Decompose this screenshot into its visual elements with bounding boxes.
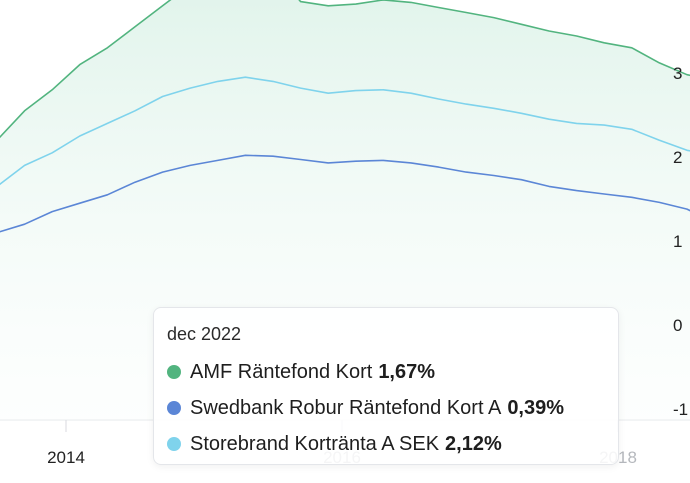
chart-tooltip: dec 2022 AMF Räntefond Kort 1,67% Swedba… [153,307,619,465]
storebrand-series-line [0,76,690,186]
swedbank-legend-dot [167,401,181,415]
tooltip-series-value: 1,67% [378,360,436,383]
swedbank-series-line [0,154,690,233]
tooltip-row-swedbank: Swedbank Robur Räntefond Kort A 0,39% [167,390,618,426]
y-tick-label: 3 [673,64,682,83]
tooltip-series-value: 0,39% [507,396,565,419]
tooltip-series-name: Swedbank Robur Räntefond Kort A [190,396,502,419]
tooltip-series-value: 2,12% [445,432,502,455]
storebrand-legend-dot [167,437,181,451]
y-tick-label: -1 [673,400,688,419]
x-tick-label: 2014 [47,448,85,467]
tooltip-row-amf: AMF Räntefond Kort 1,67% [167,354,618,390]
amf-series-line [0,0,690,139]
tooltip-series-name: Storebrand Kortränta A SEK [190,432,440,455]
y-tick-label: 2 [673,148,682,167]
tooltip-row-storebrand: Storebrand Kortränta A SEK 2,12% [167,426,618,462]
tooltip-series-name: AMF Räntefond Kort [190,360,373,383]
y-tick-label: 1 [673,232,682,251]
amf-legend-dot [167,365,181,379]
tooltip-date: dec 2022 [167,324,242,344]
y-tick-label: 0 [673,316,682,335]
